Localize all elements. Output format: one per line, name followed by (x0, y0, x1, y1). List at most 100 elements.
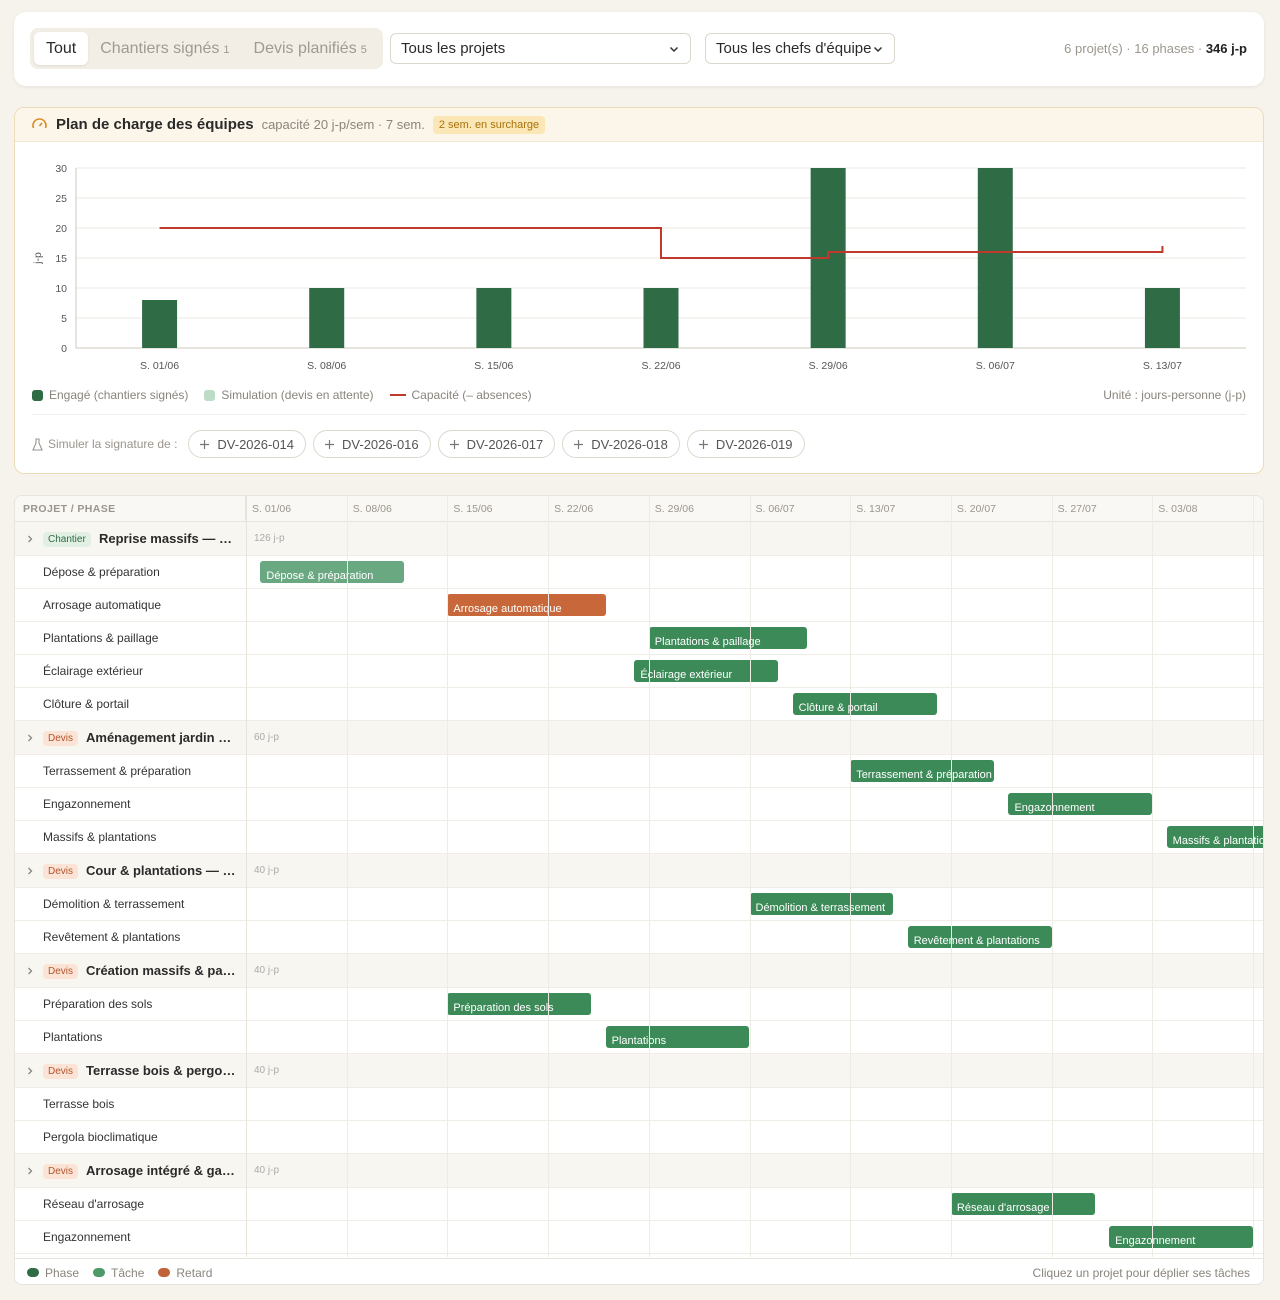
phase-name: Démolition & terrassement (43, 897, 185, 911)
week-line (1152, 496, 1154, 1257)
filter-select[interactable]: Tous les projets (390, 33, 691, 64)
tab-label: Devis planifiés (253, 40, 357, 57)
capacity-line (159, 227, 1164, 259)
phase-name: Clôture & portail (43, 697, 130, 711)
toolbar: Tout Chantiers signés 1 Devis planifiés 5 To… (14, 12, 1264, 86)
project-load: 40 j-p (254, 965, 280, 976)
simulate-button[interactable]: DV-2026-016 (313, 430, 431, 458)
phase-row: Revêtement & plantations Revêtement & pla… (15, 921, 1263, 954)
gantt-bar: Clôture & portail (792, 693, 937, 715)
plus-path (449, 439, 459, 449)
plus-path (698, 439, 708, 449)
phase-row: Terrasse bois (15, 1088, 1263, 1121)
legend-item: Retard (158, 1266, 212, 1280)
hint: Cliquez un projet pour déplier ses tâche… (1032, 1265, 1250, 1280)
phase-name: Revêtement & plantations (43, 930, 181, 944)
chevron-icon (669, 46, 679, 52)
simulate-option: DV-2026-018 (591, 436, 668, 452)
bar-label: Éclairage extérieur (640, 669, 733, 681)
simulate-button[interactable]: DV-2026-014 (188, 430, 307, 458)
summary: 6 projet(s) · 16 phases · 346 j-p (1064, 41, 1247, 56)
plus-icon (698, 439, 708, 449)
tab-count: 1 (223, 44, 230, 56)
phase-row: Éclairage extérieur Éclairage extérieur (15, 655, 1263, 688)
phase-name: Engazonnement (43, 797, 131, 811)
bar-label: Plantations (611, 1035, 667, 1047)
project-row[interactable]: Chantier Reprise massifs — L… 126 j-p (15, 522, 1263, 556)
simulate-label: Simuler la signature de : (32, 437, 177, 451)
week-line (850, 496, 852, 1257)
phase-name: Réseau d'arrosage (43, 1197, 145, 1211)
status-badge: Chantier (43, 532, 91, 547)
simulate-button[interactable]: DV-2026-018 (562, 430, 680, 458)
phase-row: Plantations & paillage Plantations & pail… (15, 622, 1263, 655)
x-tick-label: S. 15/06 (474, 360, 513, 372)
phase-name: Massifs & plantations (43, 830, 157, 844)
legend-label: Simulation (devis en attente) (221, 388, 374, 402)
week-line (950, 496, 952, 1257)
bar-label: Engazonnement (1115, 1235, 1196, 1247)
y-tick-label: 15 (55, 253, 67, 265)
legend-label: Capacité (– absences) (411, 388, 532, 402)
project-name: Terrasse bois & pergol… (86, 1063, 238, 1078)
gantt-footer: Phase Tâche Retard Cliquez un projet pour d… (15, 1258, 1263, 1284)
divider (32, 414, 1246, 415)
expand-path (28, 734, 33, 742)
legend-item: Simulation (devis en attente) (204, 388, 374, 402)
legend-label: Tâche (111, 1265, 145, 1280)
bar (977, 168, 1013, 348)
y-tick-label: 30 (55, 163, 67, 175)
phase-name: Pergola bioclimatique (43, 1130, 158, 1144)
simulate-button[interactable]: DV-2026-017 (437, 430, 556, 458)
x-tick-label: S. 01/06 (140, 360, 179, 372)
status-badge: Devis (43, 1064, 79, 1079)
bar-label: Engazonnement (1014, 802, 1095, 814)
bar-label: Terrassement & préparation (856, 769, 992, 781)
tabs: Tout Chantiers signés 1 Devis planifiés 5 (30, 28, 383, 69)
x-tick-label: S. 08/06 (307, 360, 346, 372)
project-load: 40 j-p (254, 1165, 280, 1176)
phase-row: Arrosage automatique Arrosage automatique (15, 589, 1263, 622)
project-row[interactable]: Devis Arrosage intégré & gaz… 40 j-p (15, 1154, 1263, 1188)
week-line (346, 496, 348, 1257)
simulate-button[interactable]: DV-2026-019 (686, 430, 805, 458)
y-tick-label: 10 (55, 283, 67, 295)
expand-path (28, 867, 33, 875)
legend-item: Phase (27, 1266, 79, 1280)
tab[interactable]: Devis planifiés 5 (242, 32, 379, 65)
expand-path (28, 1167, 33, 1175)
plus-icon (200, 439, 210, 449)
phase-name: Plantations & paillage (43, 631, 159, 645)
bar-label: Plantations & paillage (654, 636, 761, 648)
project-row[interactable]: Devis Terrasse bois & pergol… 40 j-p (15, 1054, 1263, 1088)
tab[interactable]: Chantiers signés 1 (88, 32, 241, 65)
bar-label: Massifs & plantations (1172, 835, 1263, 847)
x-tick-label: S. 06/07 (976, 360, 1015, 372)
bar-label: Réseau d'arrosage (956, 1202, 1050, 1214)
expand-icon (28, 1067, 33, 1075)
plus-icon (574, 439, 584, 449)
tab[interactable]: Tout (34, 32, 89, 65)
project-row[interactable]: Devis Aménagement jardin … 60 j-p (15, 721, 1263, 755)
gantt-bar: Plantations (605, 1026, 750, 1048)
project-load: 40 j-p (254, 1065, 280, 1076)
expand-icon (28, 535, 33, 543)
panel-subtitle: capacité 20 j-p/sem · 7 sem. (261, 117, 425, 132)
simulate-option: DV-2026-014 (217, 436, 295, 452)
legend-label: Engagé (chantiers signés) (49, 388, 189, 402)
plus-path (574, 439, 584, 449)
phase-row: Plantations Plantations (15, 1021, 1263, 1054)
phase-row: Préparation des sols Préparation des sols (15, 988, 1263, 1021)
summary-total: 346 j-p (1205, 41, 1247, 56)
bar-label: Arrosage automatique (453, 603, 562, 615)
simulate-label-text: Simuler la signature de : (48, 437, 178, 451)
project-row[interactable]: Devis Cour & plantations — R… 40 j-p (15, 854, 1263, 888)
x-tick-label: S. 29/06 (809, 360, 848, 372)
chevron-path (669, 46, 679, 52)
unit-note: Unité : jours-personne (j-p) (1103, 388, 1246, 402)
expand-icon (28, 867, 33, 875)
x-tick-label: S. 22/06 (641, 360, 680, 372)
rows: Chantier Reprise massifs — L… 126 j-p Dépos… (15, 496, 1263, 1258)
project-row[interactable]: Devis Création massifs & pail… 40 j-p (15, 954, 1263, 988)
filter-select[interactable]: Tous les chefs d'équipe (705, 33, 895, 64)
